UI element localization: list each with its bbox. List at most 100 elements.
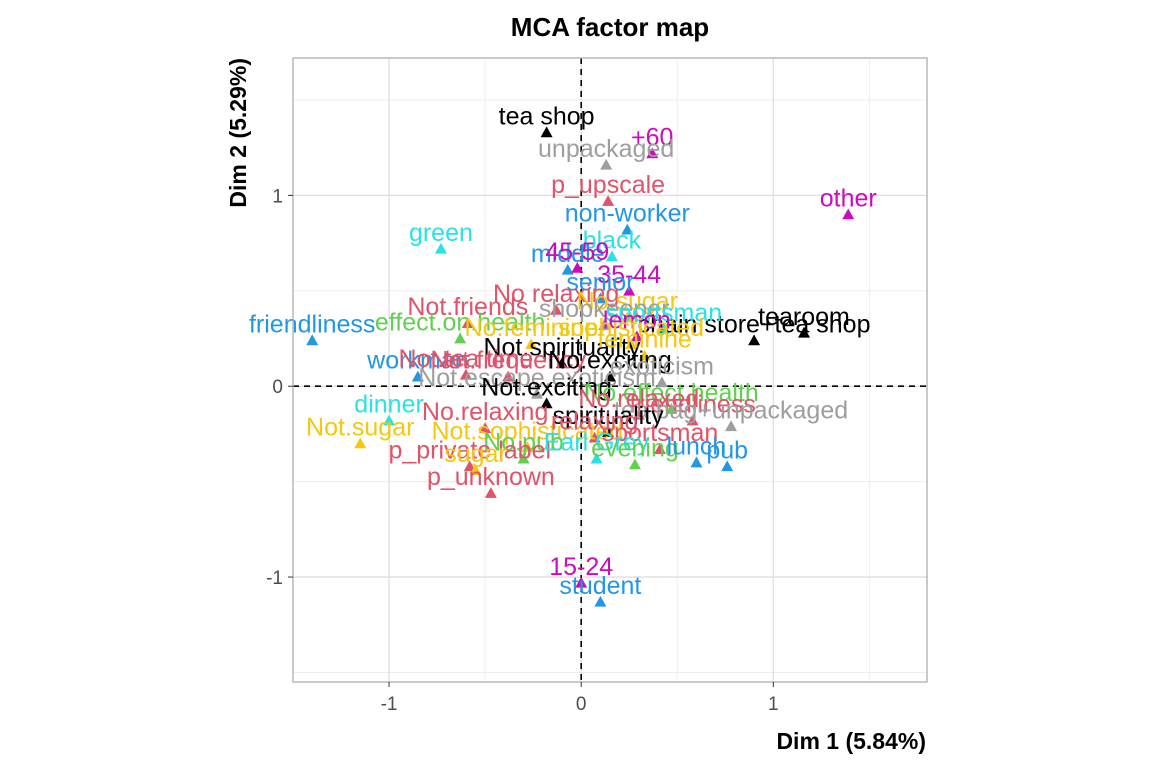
point-label: No.sugar xyxy=(577,288,678,316)
point-marker xyxy=(621,223,634,235)
point-marker xyxy=(594,595,607,607)
point-label: green xyxy=(409,219,473,247)
y-tick-label: 1 xyxy=(272,186,283,207)
panel-border xyxy=(292,57,928,683)
point-label: unpackaged xyxy=(538,135,674,163)
point-label: Not.spirituality xyxy=(483,333,640,361)
point-label: middle xyxy=(531,240,605,268)
point-marker xyxy=(306,334,319,346)
point-marker xyxy=(602,195,615,206)
panel-background xyxy=(293,58,927,682)
point-marker xyxy=(665,403,678,414)
point-marker xyxy=(602,426,615,437)
point-label: sportsman xyxy=(602,419,719,447)
point-marker xyxy=(540,397,553,409)
point-label: spirituality xyxy=(553,402,665,430)
point-marker xyxy=(632,408,645,420)
point-label: friendliness xyxy=(629,391,755,419)
point-marker xyxy=(842,208,855,220)
points xyxy=(306,126,855,607)
point-label: No relaxing xyxy=(493,280,619,308)
point-label: Not.sugar xyxy=(306,413,414,441)
axis-ticks: -1 0 1 -1 0 1 xyxy=(266,186,778,715)
point-marker xyxy=(646,147,659,159)
point-marker xyxy=(550,303,563,315)
point-label: Earl Grey xyxy=(544,429,650,457)
point-label: No.feminine xyxy=(465,314,598,342)
point-label: shopkeeper xyxy=(539,295,670,323)
point-label: relaxing xyxy=(551,408,639,436)
point-label: pub xyxy=(706,436,748,464)
point-label: p_unknown xyxy=(427,463,555,491)
point-label: No.pub xyxy=(483,429,564,457)
point-label: p_private label xyxy=(388,436,551,464)
point-label: evening xyxy=(591,434,679,462)
point-label: No.effect.health xyxy=(584,379,759,407)
point-label: workman xyxy=(366,347,468,375)
point-marker xyxy=(638,349,651,361)
point-marker xyxy=(525,338,538,350)
x-axis-title: Dim 1 (5.84%) xyxy=(776,728,926,754)
point-label: tea bag+unpackaged xyxy=(614,396,848,424)
point-label: exoticism xyxy=(610,352,714,380)
point-label: +60 xyxy=(631,123,673,151)
point-marker xyxy=(383,414,396,426)
point-marker xyxy=(655,376,668,388)
y-axis-title: Dim 2 (5.29%) xyxy=(225,58,251,208)
point-label: 45-59 xyxy=(545,238,609,266)
point-label: lemon xyxy=(603,307,671,335)
point-marker xyxy=(575,576,588,588)
point-marker xyxy=(354,437,367,449)
chart-title: MCA factor map xyxy=(511,12,709,42)
point-label: non-worker xyxy=(565,200,690,228)
point-label: lunch xyxy=(667,433,727,461)
point-marker xyxy=(454,332,467,344)
point-marker xyxy=(628,458,641,470)
point-label: other xyxy=(820,184,877,212)
point-marker xyxy=(621,311,634,323)
point-label: Not.exciting xyxy=(481,373,612,401)
point-label: friendliness xyxy=(249,310,375,338)
point-marker xyxy=(479,422,492,434)
point-label: dinner xyxy=(354,391,424,419)
point-label: No.exciting xyxy=(548,347,672,375)
point-label: student xyxy=(559,572,641,600)
point-marker xyxy=(600,158,613,170)
x-tick-label: -1 xyxy=(381,694,398,715)
point-label: No.relaxing xyxy=(422,398,548,426)
point-marker xyxy=(605,250,618,262)
point-marker xyxy=(469,464,482,475)
point-marker xyxy=(411,370,424,382)
point-marker xyxy=(521,441,534,453)
point-label: tea shop xyxy=(499,102,595,130)
point-marker xyxy=(588,431,601,443)
point-label: chain store+tea shop xyxy=(638,310,871,338)
point-marker xyxy=(540,126,553,138)
point-label: Not.tea time xyxy=(399,345,534,373)
point-marker xyxy=(625,338,638,350)
point-label: p_upscale xyxy=(551,171,665,199)
point-label: sugar xyxy=(444,440,507,468)
point-label: tearoom xyxy=(758,303,850,331)
point-marker xyxy=(598,319,611,330)
point-marker xyxy=(484,487,497,498)
point-label: feminine xyxy=(597,326,692,354)
point-marker xyxy=(657,322,670,334)
point-marker xyxy=(561,263,574,275)
point-marker xyxy=(690,456,703,468)
point-marker xyxy=(721,460,734,472)
point-label: sportsman xyxy=(605,299,722,327)
point-marker xyxy=(748,334,761,346)
point-marker xyxy=(530,387,543,399)
point-marker xyxy=(798,326,811,338)
x-tick-label: 0 xyxy=(576,694,587,715)
point-marker xyxy=(590,452,603,464)
point-label: No.relaxed xyxy=(578,385,699,413)
point-marker xyxy=(725,420,738,432)
point-marker xyxy=(502,370,515,382)
point-label: senior xyxy=(566,268,634,296)
point-marker xyxy=(630,330,643,342)
point-marker xyxy=(653,443,666,454)
